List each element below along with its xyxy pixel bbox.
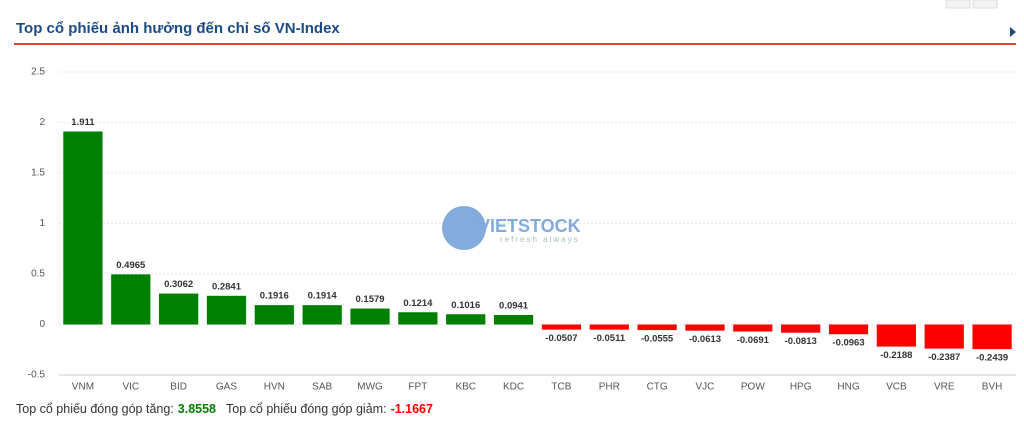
summary-label: Top cổ phiếu đóng góp tăng: — [16, 402, 174, 416]
bar — [493, 314, 534, 325]
y-tick-label: 1.5 — [31, 168, 45, 179]
value-label: -0.2439 — [976, 353, 1008, 364]
value-label: -0.0813 — [785, 336, 817, 347]
value-label: -0.2387 — [928, 352, 960, 363]
x-tick-label: SAB — [312, 382, 332, 393]
x-tick-label: VJC — [696, 382, 715, 393]
x-tick-label: PHR — [599, 382, 620, 393]
x-tick-label: VRE — [934, 382, 955, 393]
nav-button[interactable] — [945, 0, 971, 9]
y-tick-label: 0.5 — [31, 269, 45, 280]
bar — [828, 324, 869, 335]
bar — [398, 312, 438, 325]
watermark: VIETSTOCK refresh always — [442, 206, 581, 250]
x-tick-label: VNM — [72, 382, 94, 393]
value-label: 0.1916 — [260, 291, 289, 302]
bar — [111, 274, 151, 325]
x-tick-label: GAS — [216, 382, 237, 393]
expand-arrow[interactable] — [1010, 27, 1016, 37]
x-tick-label: CTG — [647, 382, 668, 393]
bar — [254, 305, 294, 325]
bar — [972, 324, 1012, 350]
bar — [63, 131, 103, 325]
bar — [924, 324, 964, 349]
x-tick-label: POW — [741, 382, 765, 393]
x-tick-label: VCB — [886, 382, 907, 393]
x-tick-label: HPG — [790, 382, 812, 393]
value-label: -0.0963 — [832, 338, 864, 349]
x-tick-label: FPT — [408, 382, 427, 393]
value-label: 0.1914 — [308, 291, 338, 302]
bar — [589, 324, 629, 330]
value-label: -0.0555 — [641, 334, 674, 345]
summary: Top cổ phiếu đóng góp tăng: 3.8558 Top cổ … — [16, 402, 443, 416]
x-tick-label: KDC — [503, 382, 524, 393]
value-label: 0.0941 — [499, 301, 529, 312]
bar — [781, 324, 821, 333]
x-tick-label: TCB — [551, 382, 571, 393]
summary-label: Top cổ phiếu đóng góp giảm: — [226, 402, 387, 416]
y-tick-label: 1 — [39, 218, 45, 229]
x-tick-label: BVH — [982, 382, 1003, 393]
y-tick-label: 0 — [39, 319, 45, 330]
bar — [637, 324, 677, 331]
y-tick-label: -0.5 — [28, 370, 46, 381]
bar — [446, 314, 486, 325]
y-tick-label: 2 — [39, 117, 45, 128]
bar — [541, 324, 582, 330]
x-tick-label: HVN — [264, 382, 285, 393]
value-label: 0.1214 — [403, 298, 433, 309]
value-label: 0.2841 — [212, 281, 242, 292]
bar — [876, 324, 916, 347]
bar — [685, 324, 725, 331]
watermark-brand: VIETSTOCK — [478, 216, 581, 236]
watermark-logo — [442, 206, 486, 250]
value-label: -0.0507 — [545, 333, 577, 344]
bar — [733, 324, 773, 332]
bar — [350, 308, 390, 325]
summary-value: 3.8558 — [177, 402, 217, 416]
bar — [302, 305, 342, 325]
watermark-tagline: refresh always — [500, 235, 580, 244]
x-tick-label: VIC — [122, 382, 139, 393]
chart-title: Top cổ phiếu ảnh hưởng đến chỉ số VN-Ind… — [16, 20, 340, 37]
value-label: 0.1016 — [451, 300, 480, 311]
x-tick-label: KBC — [455, 382, 476, 393]
value-label: 0.3062 — [164, 279, 193, 290]
bar — [159, 293, 199, 325]
x-tick-label: BID — [170, 382, 187, 393]
value-label: 1.911 — [71, 117, 95, 128]
x-tick-label: MWG — [357, 382, 383, 393]
value-label: 0.4965 — [116, 260, 146, 271]
value-label: -0.0511 — [593, 333, 625, 344]
bar — [206, 295, 247, 325]
y-tick-label: 2.5 — [31, 67, 45, 78]
summary-value: -1.1667 — [390, 402, 433, 416]
value-label: -0.2188 — [880, 350, 912, 361]
nav-button[interactable] — [972, 0, 998, 9]
value-label: -0.0691 — [737, 335, 770, 346]
x-tick-label: HNG — [837, 382, 859, 393]
value-label: -0.0613 — [689, 334, 721, 345]
value-label: 0.1579 — [355, 294, 384, 305]
